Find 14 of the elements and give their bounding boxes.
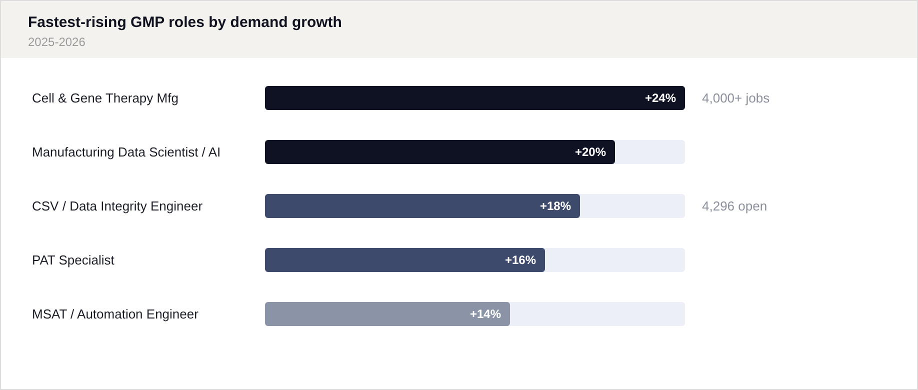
y-tick-label: CSV / Data Integrity Engineer (32, 198, 204, 214)
data-label: +24% (644, 91, 676, 106)
y-tick-label: PAT Specialist (32, 252, 115, 268)
data-label: +16% (504, 253, 536, 268)
data-label: +14% (470, 307, 502, 322)
y-tick-label: Cell & Gene Therapy Mfg (32, 90, 178, 106)
chart-title: Fastest-rising GMP roles by demand growth (28, 14, 342, 31)
text: 4,000+ jobs (702, 90, 770, 106)
y-tick-label: Manufacturing Data Scientist / AI (32, 144, 221, 160)
data-label: +18% (540, 199, 572, 214)
text: 4,296 open (702, 198, 768, 214)
text: 2025-2026 (28, 35, 86, 49)
y-tick-label: MSAT / Automation Engineer (32, 306, 200, 322)
data-label: +20% (574, 145, 606, 160)
